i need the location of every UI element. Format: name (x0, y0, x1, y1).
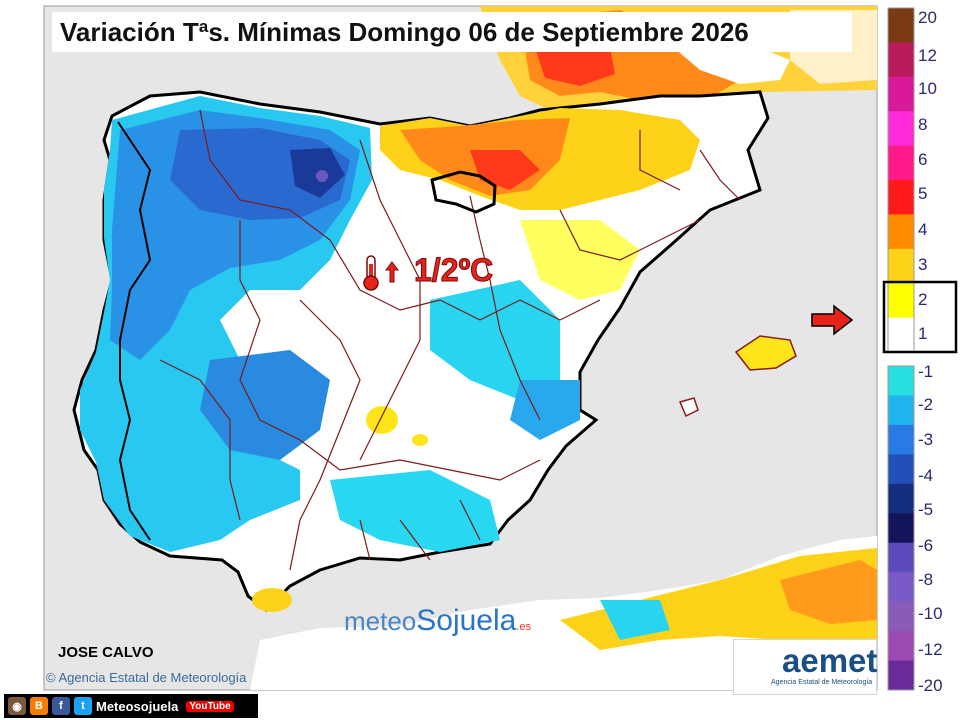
legend-label: -6 (918, 536, 934, 555)
legend-label: -10 (918, 604, 943, 623)
yellow-spot (412, 434, 428, 446)
legend-label: -8 (918, 570, 934, 589)
variation-label: 1/2ºC (413, 252, 494, 289)
legend-label: 3 (918, 255, 928, 274)
legend-swatch (888, 454, 914, 485)
southwest-blue (200, 350, 330, 460)
legend-swatch (888, 395, 914, 426)
facebook-icon[interactable]: f (52, 697, 70, 715)
legend-label: -4 (918, 466, 934, 485)
legend-swatch (888, 111, 914, 147)
central-cyan (430, 280, 560, 400)
legend-label: 2 (918, 290, 928, 309)
legend-swatch (888, 76, 914, 112)
mallorca (734, 335, 797, 371)
legend-swatch (888, 180, 914, 215)
africa-orange (780, 560, 877, 624)
portugal-border (117, 121, 152, 541)
legend-highlight (882, 280, 958, 354)
watermark-suffix: .es (516, 621, 532, 633)
yellow-spot (252, 588, 292, 612)
legend-swatch (888, 145, 914, 181)
legend-label: 4 (918, 220, 928, 239)
legend-swatch (888, 660, 914, 691)
social-handle[interactable]: Meteosojuela (96, 698, 179, 714)
legend-label: 1 (918, 324, 928, 343)
legend-swatch (888, 42, 914, 78)
legend-label: 5 (918, 184, 928, 203)
aemet-name: aemet (782, 642, 878, 679)
legend (887, 7, 915, 691)
legend-label: -12 (918, 640, 943, 659)
ibiza (678, 397, 699, 418)
watermark-part1: meteo (344, 606, 417, 636)
legend-label: 8 (918, 115, 928, 134)
map-title: Variación Tªs. Mínimas Domingo 06 de Sep… (52, 12, 852, 52)
legend-swatch (888, 283, 914, 319)
ebro-yellow (520, 220, 640, 300)
legend-swatch (888, 542, 914, 573)
north-africa (250, 536, 877, 690)
purple-spot (316, 170, 328, 182)
legend-label: -3 (918, 430, 934, 449)
legend-swatch (888, 366, 914, 396)
africa-cyan (600, 600, 670, 640)
author-name: JOSE CALVO (58, 644, 154, 661)
france-red-patch (535, 42, 615, 86)
youtube-icon[interactable]: YouTube (186, 700, 234, 712)
blogger-icon[interactable]: B (30, 697, 48, 715)
legend-swatch (888, 317, 914, 353)
legend-swatch (888, 572, 914, 603)
credit-text: Agencia Estatal de Meteorología (58, 670, 247, 685)
legend-swatch (888, 424, 914, 455)
legend-swatch (888, 631, 914, 662)
legend-outline (887, 365, 915, 691)
legend-label: 12 (918, 46, 937, 65)
copyright-symbol: © (46, 670, 56, 685)
legend-swatch (888, 601, 914, 632)
legend-swatch (888, 248, 914, 284)
legend-label: -5 (918, 500, 934, 519)
la-rioja-outline (430, 170, 497, 214)
watermark-part2: Sojuela (416, 604, 517, 637)
legend-label: -2 (918, 395, 934, 414)
legend-swatch (888, 483, 914, 514)
south-cyan (330, 470, 500, 552)
credit-line: © Agencia Estatal de Meteorología (46, 670, 246, 685)
legend-swatch (888, 8, 914, 43)
arrow-up-icon (385, 261, 399, 283)
aemet-logo-box (733, 639, 877, 695)
aemet-subtitle: Agencia Estatal de Meteorología (771, 679, 873, 686)
legend-label: 10 (918, 79, 937, 98)
legend-swatch (888, 214, 914, 250)
meteosojuela-watermark: meteoSojuela.es (344, 604, 531, 638)
legend-label: -20 (918, 676, 943, 695)
legend-label: -1 (918, 362, 934, 381)
yellow-spot (366, 406, 398, 434)
thermometer-icon (363, 255, 379, 291)
instagram-icon[interactable]: ◉ (8, 697, 26, 715)
red-arrow-icon (811, 304, 854, 336)
legend-swatch (888, 513, 914, 544)
province-borders (159, 109, 741, 571)
legend-label: 6 (918, 150, 928, 169)
social-bar: ◉ B f t Meteosojuela YouTube (4, 694, 258, 718)
legend-label: 20 (918, 8, 937, 27)
twitter-icon[interactable]: t (74, 697, 92, 715)
